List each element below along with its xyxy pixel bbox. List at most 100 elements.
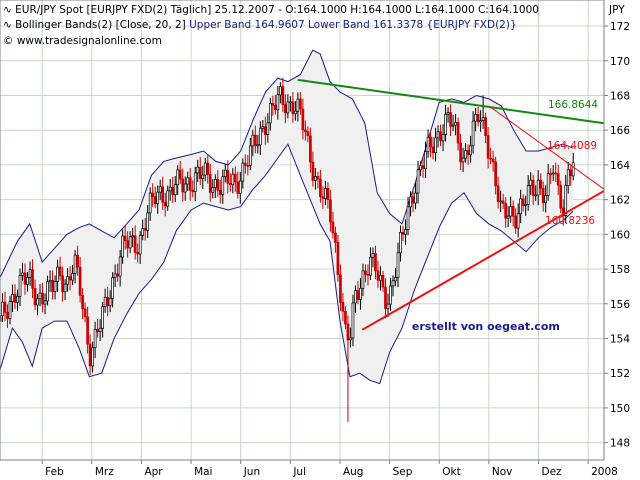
trendline-label-resistance: 166.8644: [548, 99, 598, 111]
candle-body: [181, 178, 185, 193]
indicator-icon: ∿: [3, 19, 15, 31]
candle-body: [569, 169, 573, 177]
candle-body: [466, 150, 470, 156]
candle-body: [46, 281, 49, 302]
candle-body: [131, 235, 135, 238]
candle-body: [26, 276, 29, 285]
candle-body: [469, 145, 472, 156]
candle-body: [366, 273, 370, 276]
candle-body: [539, 179, 543, 189]
candle-body: [511, 206, 515, 217]
candle-body: [514, 215, 518, 229]
candle-body: [8, 301, 12, 319]
candle-body: [494, 161, 497, 187]
candle-body: [529, 179, 533, 186]
candle-body: [236, 181, 240, 194]
candle-body: [436, 131, 440, 139]
candle-body: [509, 206, 512, 217]
candle-body: [261, 126, 265, 129]
candle-body: [371, 253, 375, 258]
candle-body: [381, 275, 385, 288]
candle-body: [268, 103, 272, 124]
candle-body: [359, 287, 362, 300]
candle-body: [479, 120, 482, 123]
candle-body: [341, 301, 345, 312]
candle-body: [258, 127, 262, 146]
candle-body: [33, 287, 37, 306]
candle-body: [91, 347, 94, 367]
candle-body: [391, 280, 395, 287]
candle-body: [566, 169, 570, 186]
y-tick-label: 152: [610, 368, 630, 380]
indicator-name: Bollinger Bands(2) [Close, 20, 2]: [15, 19, 186, 31]
y-tick-label: 164: [610, 160, 630, 172]
copyright-notice: © www.tradesignalonline.com: [3, 35, 162, 47]
candle-body: [243, 162, 247, 166]
candle-body: [138, 235, 142, 255]
x-tick-label: Apr: [144, 466, 163, 478]
candle-body: [153, 196, 157, 205]
candle-body: [324, 188, 327, 199]
y-axis-ticks: 148 150 152 154 156 158 160 162 164 166 168 170 172: [604, 21, 630, 450]
y-tick-label: 170: [610, 56, 630, 68]
candle-body: [499, 200, 502, 203]
candle-body: [346, 323, 350, 341]
candle-body: [163, 201, 167, 207]
candle-body: [561, 207, 565, 216]
candle-body: [158, 186, 162, 193]
candle-body: [484, 117, 487, 136]
candle-body: [88, 343, 92, 367]
candle-body: [401, 232, 405, 235]
x-tick-label: Feb: [45, 466, 64, 478]
candle-body: [266, 122, 270, 135]
indicator-band-values: Upper Band 164.9607 Lower Band 161.3378 …: [189, 19, 517, 31]
candle-body: [161, 186, 165, 203]
candle-body: [143, 228, 147, 231]
trendlines: [297, 78, 605, 331]
candle-body: [226, 169, 230, 184]
candle-body: [449, 112, 452, 127]
candle-body: [16, 295, 19, 303]
candle-body: [354, 290, 357, 304]
candle-body: [414, 192, 417, 204]
candle-body: [504, 203, 507, 219]
candle-body: [374, 253, 377, 272]
candle-body: [248, 145, 252, 166]
candle-body: [193, 172, 197, 193]
y-tick-label: 156: [610, 299, 630, 311]
candle-body: [291, 101, 295, 115]
candle-body: [216, 179, 220, 191]
bollinger-bands: [0, 49, 574, 385]
candle-body: [404, 229, 407, 235]
candle-body: [351, 302, 355, 339]
y-tick-label: 162: [610, 195, 630, 207]
candle-body: [516, 213, 520, 229]
candle-body: [198, 166, 202, 179]
candle-body: [274, 104, 277, 111]
candle-body: [411, 196, 415, 204]
candle-body: [306, 131, 310, 137]
candle-body: [228, 182, 232, 186]
candle-body: [376, 270, 380, 281]
candle-body: [546, 173, 550, 196]
indicator-legend: ∿ Bollinger Bands(2) [Close, 20, 2] Uppe…: [3, 19, 517, 31]
candle-body: [526, 185, 530, 205]
y-tick-label: 154: [610, 333, 630, 345]
candle-body: [188, 177, 192, 191]
candle-body: [279, 86, 282, 96]
candle-body: [429, 136, 432, 148]
candle-body: [316, 176, 320, 180]
candle-body: [541, 187, 545, 204]
candle-body: [118, 256, 122, 277]
candle-body: [459, 142, 462, 163]
candle-body: [116, 273, 119, 277]
candle-body: [294, 110, 297, 115]
candle-body: [78, 266, 82, 296]
candle-body: [356, 290, 360, 300]
candle-body: [424, 151, 427, 169]
candle-body: [28, 269, 32, 278]
candle-body: [76, 254, 79, 268]
candle-body: [81, 295, 84, 310]
candle-body: [431, 146, 435, 153]
upper-band-line: [0, 49, 574, 278]
